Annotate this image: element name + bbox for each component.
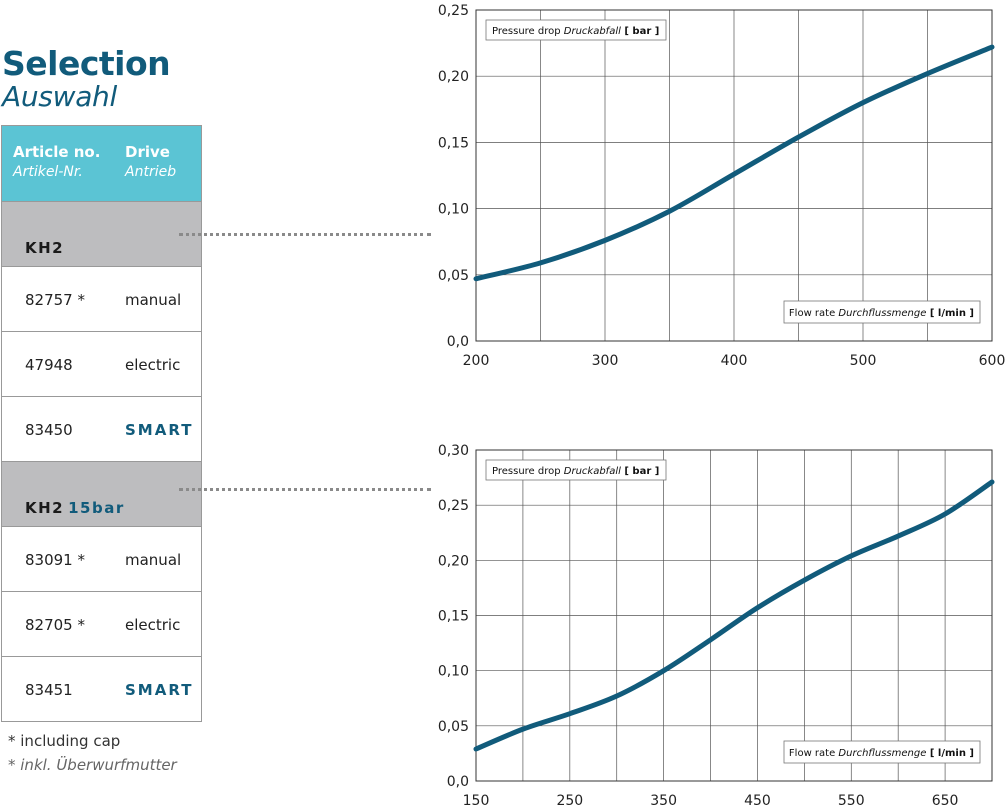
data-point [797, 136, 800, 138]
series-line [473, 479, 995, 752]
data-point [803, 579, 806, 581]
data-point [709, 638, 712, 641]
y-tick-label: 0,30 [438, 443, 469, 459]
page-subtitle: Auswahl [2, 80, 117, 113]
data-point [862, 101, 864, 104]
data-point [733, 173, 735, 175]
y-axis-label-box [485, 459, 667, 481]
y-tick-label: 0,25 [438, 3, 469, 19]
footnote-de: * inkl. Überwurfmutter [8, 756, 177, 774]
article-number: 83451 [25, 681, 73, 699]
header-drive: Drive Antrieb [125, 143, 176, 180]
drive-type: electric [125, 616, 181, 634]
table-row: 47948 electric [2, 332, 201, 397]
x-tick-label: 400 [721, 353, 748, 369]
header-drive-en: Drive [125, 143, 170, 161]
group-row-kh2: KH2 [2, 202, 201, 267]
x-tick-label: 650 [932, 793, 959, 809]
y-tick-label: 0,05 [438, 268, 469, 284]
header-article-no-de: Artikel-Nr. [13, 164, 83, 180]
selection-table: Article no. Artikel-Nr. Drive Antrieb KH… [1, 125, 202, 722]
table-row: 83091 * manual [2, 527, 201, 592]
x-tick-label: 350 [650, 793, 677, 809]
data-point [897, 535, 899, 537]
drive-type: manual [125, 551, 182, 569]
table-row: 82757 * manual [2, 267, 201, 332]
table-header: Article no. Artikel-Nr. Drive Antrieb [2, 126, 201, 202]
data-point [604, 239, 606, 242]
drive-type: manual [125, 291, 182, 309]
header-article-no: Article no. Artikel-Nr. [13, 143, 100, 180]
article-number: 82757 * [25, 291, 85, 309]
header-article-no-en: Article no. [13, 143, 101, 161]
data-point [668, 210, 671, 213]
data-point [850, 555, 853, 557]
x-axis-label-box [783, 300, 981, 324]
article-number: 82705 * [25, 616, 85, 634]
header-drive-de: Antrieb [125, 164, 177, 180]
x-tick-label: 150 [463, 793, 490, 809]
connector-dots-kh2 [179, 233, 431, 236]
y-tick-label: 0,15 [438, 135, 469, 151]
x-axis-label: Flow rate Durchflussmenge [ l/min ] [789, 308, 974, 319]
y-tick-label: 0,15 [438, 609, 469, 625]
data-point [615, 695, 618, 697]
data-point [569, 712, 571, 715]
x-tick-label: 250 [556, 793, 583, 809]
article-number: 47948 [25, 356, 73, 374]
article-number: 83450 [25, 421, 73, 439]
y-axis-label: Pressure drop Druckabfall [ bar ] [492, 466, 659, 477]
data-point [991, 46, 993, 48]
footnote-en: * including cap [8, 732, 121, 750]
table-row: 82705 * electric [2, 592, 201, 657]
y-tick-label: 0,0 [447, 774, 469, 790]
x-tick-label: 550 [838, 793, 865, 809]
connector-dots-kh2-15bar [179, 488, 431, 491]
data-point [926, 72, 929, 75]
y-tick-label: 0,25 [438, 498, 469, 514]
drive-type-smart: SMART [125, 421, 194, 439]
x-axis-label: Flow rate Durchflussmenge [ l/min ] [789, 748, 974, 759]
x-tick-label: 450 [744, 793, 771, 809]
data-point [991, 481, 993, 483]
data-point [522, 728, 524, 730]
y-tick-label: 0,10 [438, 202, 469, 218]
group-name: KH2 15bar [25, 499, 125, 517]
group-row-kh2-15bar: KH2 15bar [2, 462, 201, 527]
pressure-drop-chart-kh2-15bar: 0,0 0,05 0,10 0,15 0,20 0,25 0,30 150 250 350 450 5… [438, 443, 995, 809]
data-point [539, 262, 542, 264]
x-axis-label-box [783, 740, 981, 764]
table-row: 83450 SMART [2, 397, 201, 462]
x-tick-label: 300 [592, 353, 619, 369]
y-tick-label: 0,0 [447, 334, 469, 350]
y-tick-label: 0,20 [438, 69, 469, 85]
data-point [475, 748, 477, 750]
group-name: KH2 [25, 239, 65, 257]
page-title: Selection [2, 44, 171, 83]
group-suffix: 15bar [68, 499, 125, 517]
y-axis-label-box [485, 19, 667, 41]
plot-frame [475, 449, 993, 782]
x-tick-label: 200 [463, 353, 490, 369]
plot-frame [475, 9, 993, 342]
x-tick-label: 600 [979, 353, 1006, 369]
data-point [662, 669, 665, 672]
drive-type: electric [125, 356, 181, 374]
y-tick-label: 0,20 [438, 553, 469, 569]
x-tick-label: 500 [850, 353, 877, 369]
y-axis-label: Pressure drop Druckabfall [ bar ] [492, 26, 659, 37]
drive-type-smart: SMART [125, 681, 194, 699]
data-point [475, 277, 477, 280]
data-point [944, 513, 946, 515]
pressure-drop-chart-kh2: 0,0 0,05 0,10 0,15 0,20 0,25 200 300 400 500 600 Pr… [438, 3, 1006, 369]
data-point [756, 606, 759, 609]
y-tick-label: 0,10 [438, 664, 469, 680]
article-number: 83091 * [25, 551, 85, 569]
y-tick-label: 0,05 [438, 719, 469, 735]
table-row: 83451 SMART [2, 657, 201, 722]
